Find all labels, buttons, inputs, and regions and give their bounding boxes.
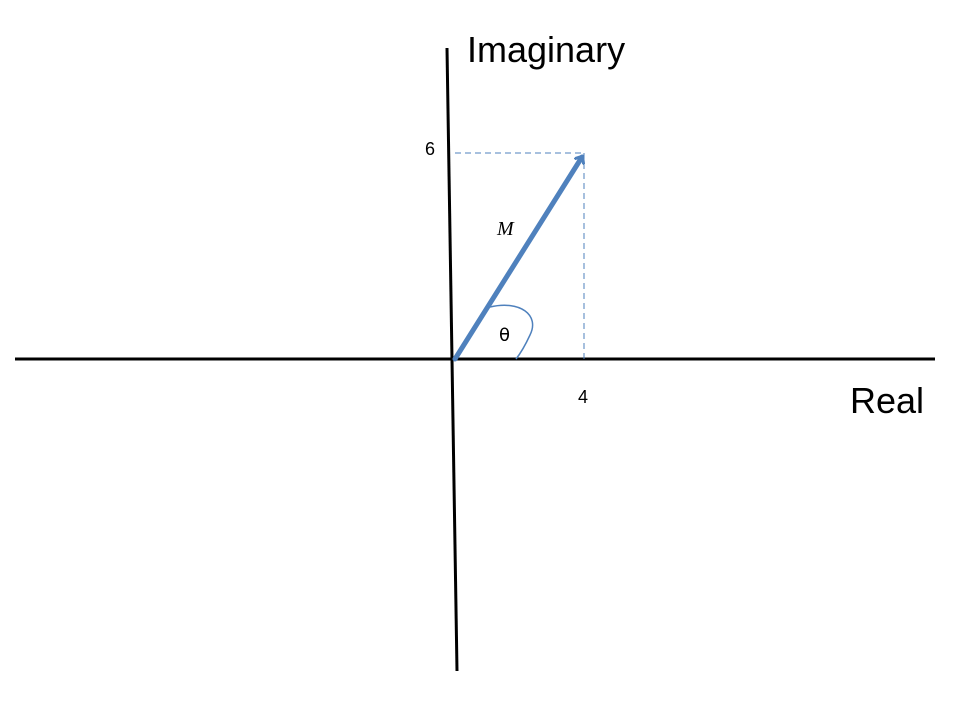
angle-label: θ [499,325,510,346]
angle-arc [489,304,534,360]
magnitude-label: M [496,218,515,240]
imaginary-axis [445,47,459,672]
real-value-label: 4 [578,387,588,407]
magnitude-vector [452,154,582,362]
imaginary-axis-label: Imaginary [467,29,625,70]
imaginary-value-label: 6 [425,139,435,159]
real-axis-label: Real [850,380,924,421]
